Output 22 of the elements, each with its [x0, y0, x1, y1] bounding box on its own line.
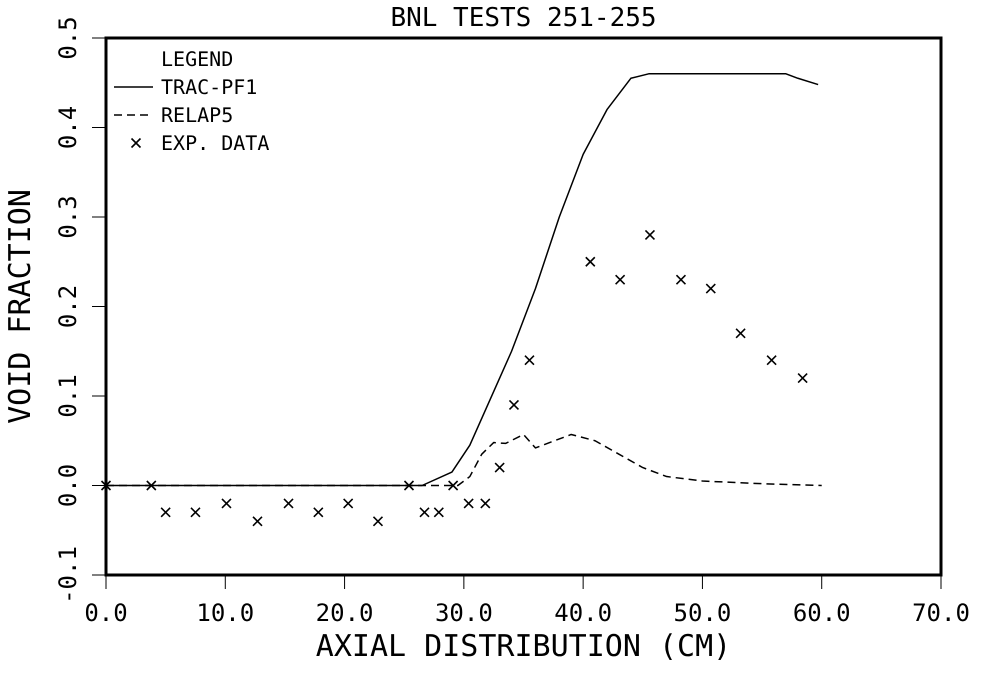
y-tick-label: 0.2: [54, 284, 82, 328]
legend-label: EXP. DATA: [161, 131, 270, 155]
legend-label: RELAP5: [161, 103, 234, 127]
y-tick-label: 0.5: [54, 16, 82, 60]
chart-title: BNL TESTS 251-255: [390, 3, 657, 33]
y-axis-title: VOID FRACTION: [3, 189, 38, 424]
y-tick-label: 0.3: [54, 195, 82, 239]
x-tick-label: 0.0: [84, 598, 128, 627]
x-tick-label: 10.0: [196, 598, 254, 627]
x-tick-label: 30.0: [434, 598, 493, 627]
y-tick-label: 0.0: [54, 464, 82, 508]
y-tick-label: -0.1: [54, 546, 82, 604]
x-axis-title: AXIAL DISTRIBUTION (CM): [316, 629, 732, 664]
x-tick-label: 40.0: [554, 598, 612, 627]
x-tick-label: 50.0: [674, 598, 732, 627]
y-tick-label: 0.4: [54, 106, 82, 150]
x-tick-label: 70.0: [912, 598, 970, 627]
legend-label: TRAC-PF1: [161, 75, 258, 99]
legend-title: LEGEND: [161, 47, 234, 71]
x-tick-label: 20.0: [316, 598, 374, 627]
x-tick-label: 60.0: [792, 598, 851, 627]
y-tick-label: 0.1: [54, 374, 82, 418]
